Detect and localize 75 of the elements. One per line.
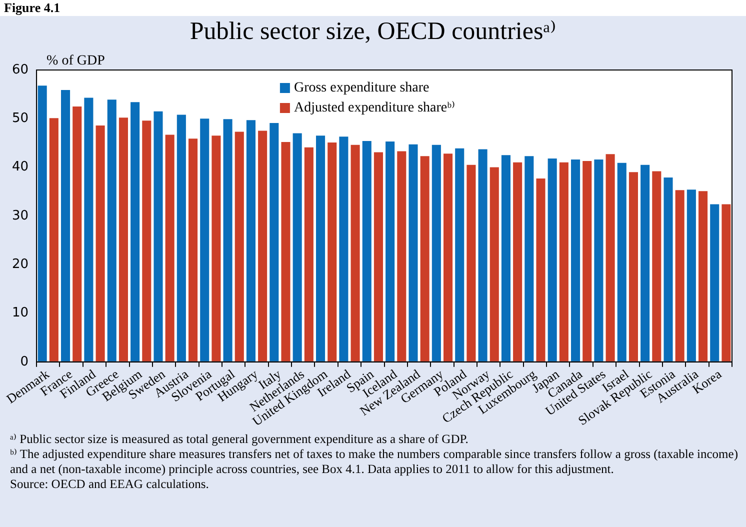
bar [142,120,152,362]
bar [258,130,268,362]
y-axis-title: % of GDP [46,54,106,69]
y-tick-label: 30 [12,208,29,224]
bar [281,142,290,362]
bar [188,138,198,362]
bar [397,151,406,362]
bar [328,142,337,362]
bar [96,125,105,362]
bar [38,86,47,362]
bar [571,160,580,362]
bar [478,149,488,362]
bar [559,162,568,362]
y-tick-label: 20 [12,256,29,272]
y-tick-label: 0 [20,354,29,370]
bar [432,144,441,362]
bar [698,191,708,362]
bar [524,156,534,362]
bar [339,136,348,362]
bar [594,160,604,362]
caption: Figure 4.1 [0,0,746,16]
y-tick-label: 50 [12,111,29,126]
bar [686,190,696,362]
bar [176,114,186,362]
bar [107,100,116,362]
bar [200,118,210,362]
text: ᵇ⁾ The adjusted expenditure share measures transfers net of taxes to make the numbers comparable since transfers follow a gross (taxable income) and a net (non-taxable income) principle across countries, see Box 4.1. Data applies to 2011 to allow for this adjustment. [10,447,738,477]
bar [490,167,499,362]
y-tick-label: 40 [12,160,29,175]
bar [444,154,453,362]
bar [640,164,650,362]
y-tick-label: 10 [12,306,29,321]
bar [606,154,615,362]
bar [675,190,684,362]
bar [223,119,232,362]
bar [652,171,662,362]
bar [362,141,372,362]
bar [582,160,592,362]
bar [466,164,476,362]
bar [420,156,430,362]
bar [628,172,638,362]
legend-label: Adjusted expenditure shareᵇ⁾ [294,100,455,116]
bar [154,111,163,362]
bar [536,178,546,362]
bar [234,132,244,362]
bar [84,98,94,362]
source-note: Source: OECD and EEAG calculations. [10,477,210,492]
bar [350,144,360,362]
bar [664,178,673,362]
bar [513,162,522,362]
bar [118,118,128,362]
bar [386,142,395,362]
bar [408,144,418,362]
bar [72,106,82,362]
bar [710,204,720,362]
bar [165,134,174,362]
text: ᵃ⁾ Public sector size is measured as total general government expenditure as a share of GDP. [10,432,470,447]
bar [501,155,510,362]
bar [49,118,58,362]
bar [292,133,302,362]
bar [61,90,70,362]
bar [722,204,731,362]
bar [374,152,383,362]
bar [304,147,314,362]
chart-title: Public sector size, OECD countriesᵃ⁾ [188,17,558,47]
bar [246,120,256,362]
bar [316,136,326,362]
bar [617,162,626,362]
bar [455,148,464,362]
bar [548,158,557,362]
bar [212,136,221,362]
legend-label: Gross expenditure share [294,80,430,96]
y-tick-label: 60 [12,62,29,78]
bar [130,102,140,362]
bar [270,123,279,362]
